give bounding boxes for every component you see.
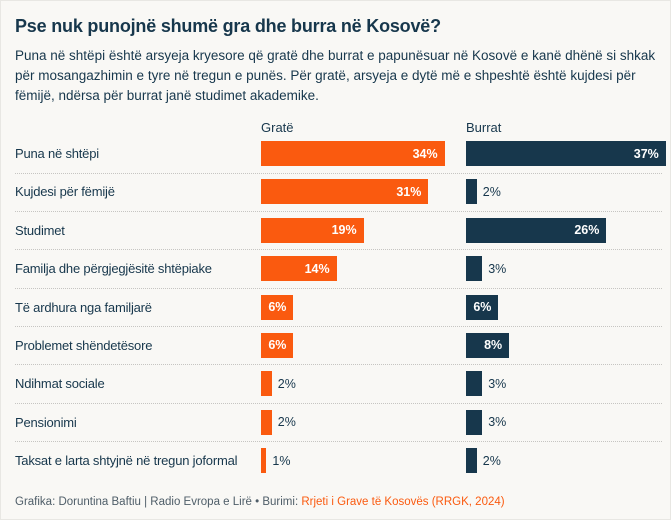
chart-rows: Puna në shtëpi 34% 37% Kujdesi për fëmijë 31… [15, 141, 666, 487]
value-label: 3% [488, 261, 507, 276]
bars-women-cell: 14% [261, 256, 466, 282]
bar-women: 6% [261, 294, 294, 320]
bars-men-cell: 3% [466, 256, 507, 282]
category-label: Pensionimi [15, 414, 77, 430]
bars-men-cell: 6% [466, 294, 499, 320]
category-label: Ndihmat sociale [15, 376, 105, 392]
chart-title: Pse nuk punojnë shumë gra dhe burra në K… [15, 16, 441, 36]
bar-women: 34% [261, 141, 445, 166]
bar-women: 14% [261, 256, 337, 282]
bars-men-cell: 2% [466, 448, 501, 474]
row-separator [15, 402, 662, 404]
column-headers: Gratë Burrat [15, 120, 662, 137]
row-separator [15, 326, 662, 328]
chart-subtitle: Puna në shtëpi është arsyeja kryesore që… [15, 48, 656, 103]
bars-men-cell: 2% [466, 179, 501, 205]
bar-men [466, 409, 483, 435]
bar-men [466, 448, 477, 474]
chart-row: Puna në shtëpi 34% 37% [15, 141, 666, 179]
bars-women-cell: 31% [261, 179, 466, 205]
bar-women: 31% [261, 179, 429, 205]
value-label: 6% [268, 300, 287, 315]
chart-row: Studimet 19% 26% [15, 217, 662, 256]
value-label: 3% [488, 415, 507, 430]
credit-text: Grafika: Doruntina Baftiu | Radio Evropa… [15, 495, 302, 508]
bars-men-cell: 37% [466, 141, 666, 166]
bars-women-cell: 19% [261, 217, 466, 243]
bars-men-cell: 3% [466, 371, 507, 397]
bar-men: 6% [466, 294, 499, 320]
row-separator [15, 287, 662, 289]
row-separator [15, 249, 662, 251]
column-header-women: Gratë [261, 120, 294, 135]
bars-women-cell: 1% [261, 448, 466, 474]
bars-women-cell: 6% [261, 294, 466, 320]
source-link[interactable]: Rrjeti i Grave të Kosovës (RRGK, 2024) [301, 495, 505, 508]
value-label: 19% [331, 223, 357, 238]
category-label: Të ardhura nga familjarë [15, 299, 152, 315]
row-separator [15, 172, 662, 174]
category-label: Familja dhe përgjegjësitë shtëpiake [15, 261, 212, 277]
value-label: 2% [277, 415, 296, 430]
bar-women: 6% [261, 332, 294, 358]
row-separator [15, 364, 662, 366]
column-header-men: Burrat [466, 120, 502, 135]
category-label: Kujdesi për fëmijë [15, 184, 115, 200]
value-label: 8% [484, 338, 503, 353]
category-label: Problemet shëndetësore [15, 337, 153, 353]
chart-row: Pensionimi 2% 3% [15, 409, 662, 448]
bar-men: 37% [466, 141, 666, 166]
bar-women [261, 448, 267, 474]
value-label: 34% [412, 146, 438, 161]
chart-row: Familja dhe përgjegjësitë shtëpiake 14% 3% [15, 256, 662, 294]
bars-men-cell: 8% [466, 332, 510, 358]
value-label: 3% [488, 376, 507, 391]
value-label: 14% [304, 261, 330, 276]
bar-men [466, 256, 483, 282]
bars-men-cell: 26% [466, 217, 607, 243]
bar-women [261, 371, 272, 397]
value-label: 37% [633, 146, 659, 161]
chart-row: Kujdesi për fëmijë 31% 2% [15, 179, 662, 217]
value-label: 31% [396, 184, 422, 199]
row-separator [15, 210, 662, 212]
value-label: 2% [482, 184, 501, 199]
category-label: Studimet [15, 222, 65, 238]
value-label: 26% [574, 223, 600, 238]
value-label: 6% [473, 300, 492, 315]
row-separator [15, 441, 662, 443]
bar-women: 19% [261, 217, 364, 243]
bar-men: 8% [466, 332, 510, 358]
chart-row: Të ardhura nga familjarë 6% 6% [15, 294, 662, 333]
bar-men [466, 179, 477, 205]
bars-women-cell: 6% [261, 332, 466, 358]
bar-men: 26% [466, 217, 607, 243]
chart-row: Ndihmat sociale 2% 3% [15, 371, 662, 409]
bars-men-cell: 3% [466, 409, 507, 435]
bars-women-cell: 2% [261, 409, 466, 435]
footer-credit: Grafika: Doruntina Baftiu | Radio Evropa… [15, 495, 662, 509]
category-label: Puna në shtëpi [15, 146, 99, 161]
value-label: 2% [482, 453, 501, 468]
bars-women-cell: 34% [261, 141, 466, 166]
chart-row: Taksat e larta shtyjnë në tregun joforma… [15, 448, 662, 486]
bar-women [261, 409, 272, 435]
value-label: 1% [272, 453, 291, 468]
category-label: Taksat e larta shtyjnë në tregun joforma… [15, 453, 238, 469]
bar-men [466, 371, 483, 397]
bars-women-cell: 2% [261, 371, 466, 397]
value-label: 6% [268, 338, 287, 353]
value-label: 2% [277, 376, 296, 391]
chart-row: Problemet shëndetësore 6% 8% [15, 332, 662, 371]
